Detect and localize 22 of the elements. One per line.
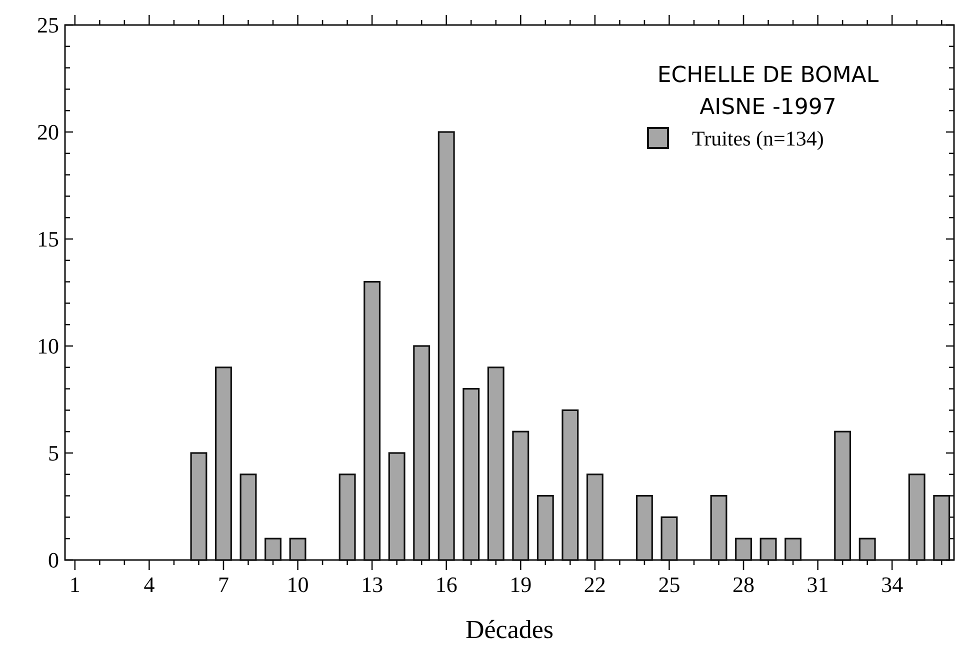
x-axis-title: Décades — [465, 615, 554, 644]
y-tick-label: 5 — [48, 440, 59, 466]
x-tick-label: 7 — [218, 572, 229, 597]
x-tick-label: 4 — [144, 572, 155, 597]
x-tick-label: 19 — [510, 572, 532, 597]
legend-label: Truites (n=134) — [692, 126, 824, 150]
y-tick-label: 15 — [37, 226, 59, 252]
x-tick-label: 16 — [435, 572, 458, 597]
x-tick-label: 25 — [658, 572, 680, 597]
x-tick-label: 22 — [584, 572, 606, 597]
text: AISNE -1997 — [700, 95, 836, 120]
y-tick-label: 20 — [37, 120, 59, 145]
y-tick-label: 0 — [48, 548, 59, 573]
x-tick-label: 34 — [881, 572, 904, 597]
y-tick-label: 10 — [37, 334, 59, 359]
y-tick-label: 25 — [37, 12, 59, 38]
x-tick-label: 1 — [69, 572, 80, 597]
x-tick-label: 10 — [286, 572, 309, 597]
x-tick-label: 31 — [806, 572, 829, 597]
text: ECHELLE DE BOMAL — [657, 63, 880, 88]
x-tick-label: 28 — [732, 572, 755, 597]
x-tick-label: 13 — [361, 572, 384, 597]
